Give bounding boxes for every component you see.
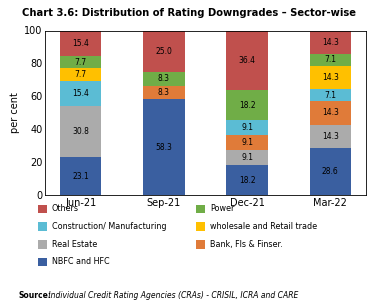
Text: 15.4: 15.4 xyxy=(72,89,89,98)
Text: 7.7: 7.7 xyxy=(75,70,87,79)
Text: NBFC and HFC: NBFC and HFC xyxy=(52,257,109,267)
Bar xyxy=(226,90,268,120)
Text: Real Estate: Real Estate xyxy=(52,240,97,249)
Bar xyxy=(60,81,101,106)
Y-axis label: per cent: per cent xyxy=(10,92,20,133)
Text: Individual Credit Rating Agencies (CRAs) - CRISIL, ICRA and CARE: Individual Credit Rating Agencies (CRAs)… xyxy=(46,290,298,300)
Bar xyxy=(310,54,351,66)
Bar xyxy=(60,157,101,195)
Text: 23.1: 23.1 xyxy=(72,172,89,181)
Bar xyxy=(310,101,351,124)
Bar xyxy=(310,148,351,195)
Text: 28.6: 28.6 xyxy=(322,167,339,176)
Text: 9.1: 9.1 xyxy=(241,153,253,162)
Bar xyxy=(60,68,101,81)
Bar xyxy=(60,106,101,157)
Bar xyxy=(310,30,351,54)
Text: Bank, FIs & Finser.: Bank, FIs & Finser. xyxy=(210,240,283,249)
Text: 14.3: 14.3 xyxy=(322,73,339,82)
Text: 9.1: 9.1 xyxy=(241,138,253,147)
Text: 9.1: 9.1 xyxy=(241,123,253,132)
Bar xyxy=(143,31,185,72)
Text: 30.8: 30.8 xyxy=(72,127,89,136)
Text: 8.3: 8.3 xyxy=(158,74,170,83)
Text: 25.0: 25.0 xyxy=(155,47,172,56)
Text: 7.1: 7.1 xyxy=(324,91,336,100)
Text: Chart 3.6: Distribution of Rating Downgrades – Sector-wise: Chart 3.6: Distribution of Rating Downgr… xyxy=(21,8,356,18)
Bar xyxy=(226,120,268,135)
Bar xyxy=(143,85,185,99)
Text: 36.4: 36.4 xyxy=(239,56,256,65)
Bar xyxy=(60,56,101,68)
Bar xyxy=(143,72,185,85)
Text: wholesale and Retail trade: wholesale and Retail trade xyxy=(210,222,317,231)
Text: 18.2: 18.2 xyxy=(239,176,255,185)
Text: 58.3: 58.3 xyxy=(155,143,172,152)
Bar xyxy=(60,30,101,56)
Text: 14.3: 14.3 xyxy=(322,108,339,117)
Text: Construction/ Manufacturing: Construction/ Manufacturing xyxy=(52,222,166,231)
Text: Source:: Source: xyxy=(19,290,52,300)
Bar xyxy=(310,66,351,89)
Text: 7.7: 7.7 xyxy=(75,58,87,66)
Text: 18.2: 18.2 xyxy=(239,101,255,110)
Text: Power: Power xyxy=(210,204,234,214)
Bar xyxy=(226,165,268,195)
Bar xyxy=(143,99,185,195)
Bar xyxy=(310,124,351,148)
Text: 8.3: 8.3 xyxy=(158,88,170,97)
Bar xyxy=(226,150,268,165)
Bar xyxy=(226,30,268,90)
Text: Others: Others xyxy=(52,204,79,214)
Text: 15.4: 15.4 xyxy=(72,38,89,48)
Bar xyxy=(310,89,351,101)
Text: 14.3: 14.3 xyxy=(322,38,339,47)
Bar xyxy=(226,135,268,150)
Text: 14.3: 14.3 xyxy=(322,132,339,141)
Text: 7.1: 7.1 xyxy=(324,56,336,64)
